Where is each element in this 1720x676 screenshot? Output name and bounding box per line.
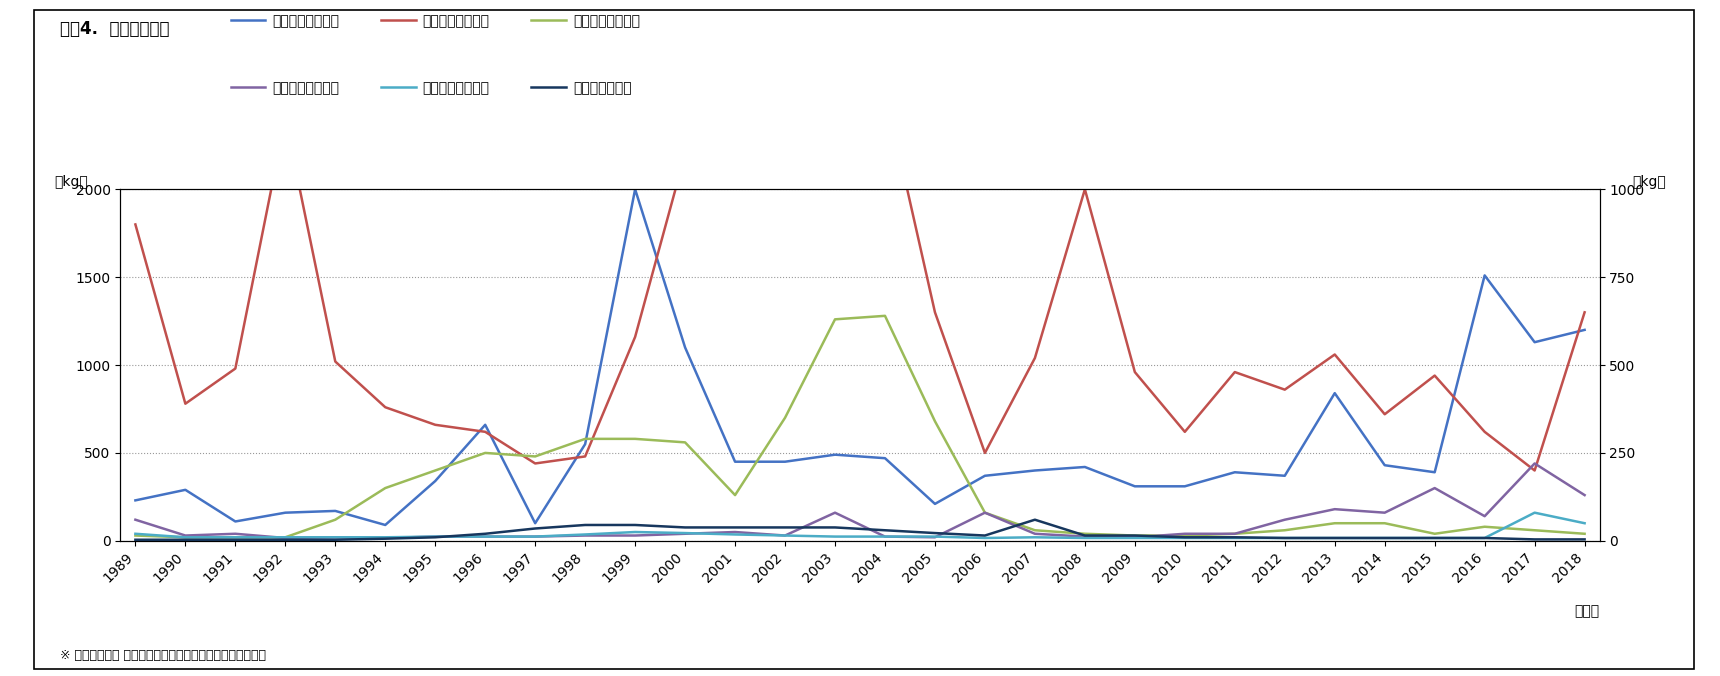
Text: （kg）: （kg） [1632, 175, 1667, 189]
Text: （kg）: （kg） [53, 175, 88, 189]
Text: ※ 「令和元年版 犯罪白書」（法務省）をもとに、筆者作成: ※ 「令和元年版 犯罪白書」（法務省）をもとに、筆者作成 [60, 650, 267, 662]
Legend: コカイン（右軸）, ヘロイン（右軸）, あへん（右軸）: コカイン（右軸）, ヘロイン（右軸）, あへん（右軸） [230, 81, 631, 95]
Text: （年）: （年） [1574, 604, 1600, 618]
Text: 図表4.  押収量の推移: 図表4. 押収量の推移 [60, 20, 170, 39]
